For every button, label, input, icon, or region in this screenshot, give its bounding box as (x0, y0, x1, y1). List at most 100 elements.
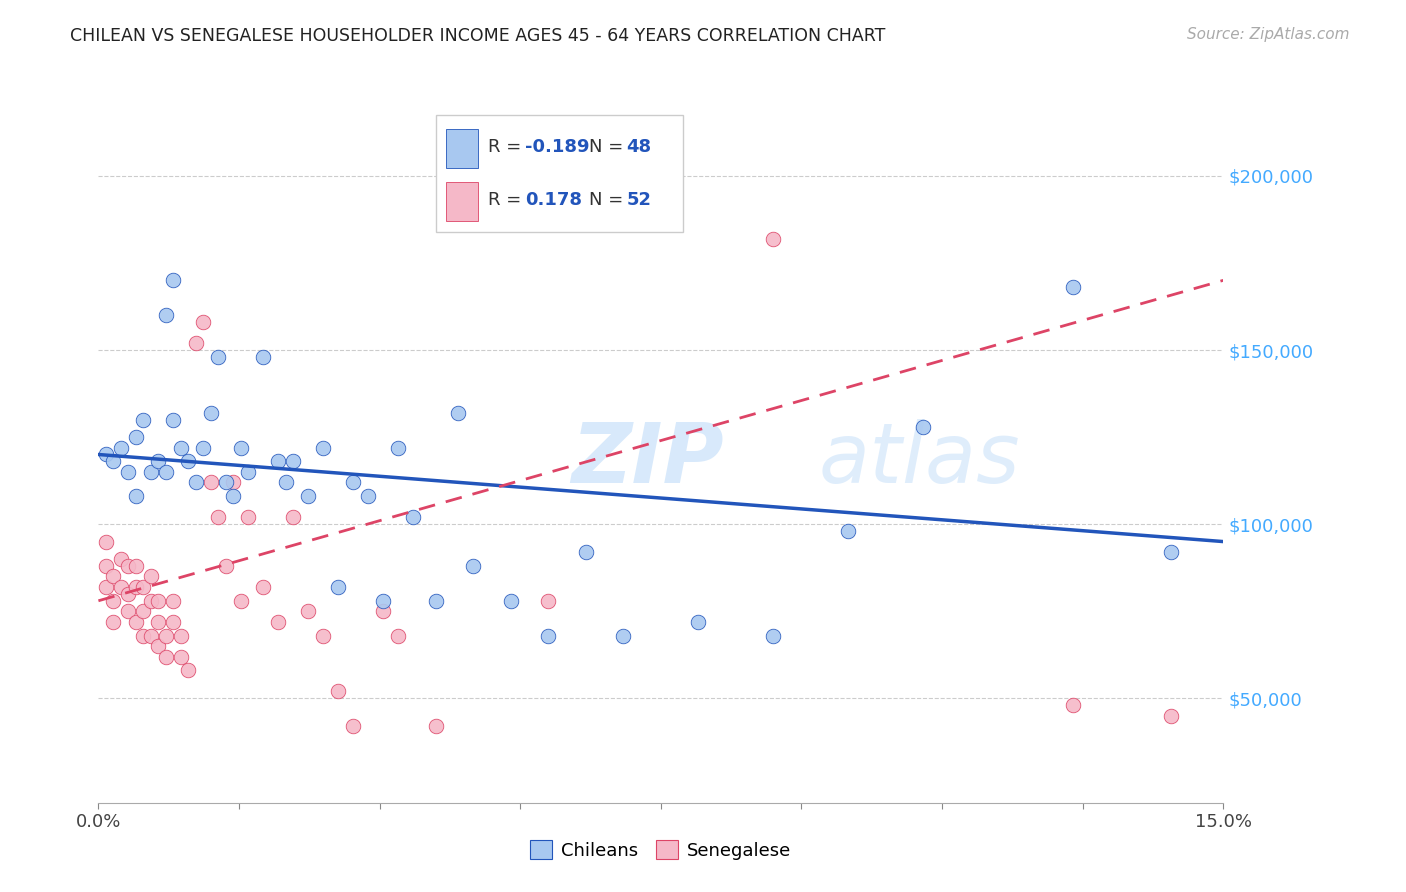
Point (373, 604, 395, 618)
Point (184, 336, 207, 351)
Point (139, 569, 162, 583)
Point (252, 580, 274, 594)
Point (463, 558, 485, 573)
Point (312, 441, 335, 455)
Point (267, 454, 290, 468)
Point (297, 489, 319, 503)
Point (132, 629, 155, 643)
Point (125, 489, 148, 503)
Point (328, 684, 350, 698)
Point (184, 475, 207, 490)
Point (94, 558, 117, 573)
Point (110, 580, 132, 594)
Point (229, 441, 252, 455)
Point (148, 639, 170, 653)
Point (312, 629, 335, 643)
Point (162, 412, 184, 426)
Point (155, 465, 177, 479)
Point (155, 308, 177, 322)
Point (139, 629, 162, 643)
Point (162, 615, 184, 629)
Point (170, 649, 193, 664)
Point (762, 629, 785, 643)
Point (387, 629, 409, 643)
Point (912, 419, 935, 434)
Text: atlas: atlas (818, 418, 1019, 500)
Point (117, 587, 139, 601)
Point (222, 489, 245, 503)
Point (283, 454, 305, 468)
Legend: Chileans, Senegalese: Chileans, Senegalese (523, 833, 799, 867)
Point (103, 569, 125, 583)
Point (238, 465, 260, 479)
Point (125, 580, 148, 594)
Point (132, 580, 155, 594)
Text: Source: ZipAtlas.com: Source: ZipAtlas.com (1187, 27, 1350, 42)
Point (103, 594, 125, 608)
Point (117, 558, 139, 573)
Point (125, 430, 148, 444)
Point (297, 604, 319, 618)
Point (837, 524, 859, 538)
Point (207, 350, 229, 364)
Point (148, 594, 170, 608)
Point (117, 465, 139, 479)
Point (373, 594, 395, 608)
Point (148, 454, 170, 468)
Point (132, 604, 155, 618)
Point (170, 441, 193, 455)
Point (170, 629, 193, 643)
Point (162, 273, 184, 287)
Point (1160, 708, 1182, 723)
Point (125, 558, 148, 573)
Point (387, 441, 409, 455)
Point (148, 615, 170, 629)
Point (200, 406, 222, 420)
Point (110, 441, 132, 455)
Text: CHILEAN VS SENEGALESE HOUSEHOLDER INCOME AGES 45 - 64 YEARS CORRELATION CHART: CHILEAN VS SENEGALESE HOUSEHOLDER INCOME… (70, 27, 886, 45)
Point (342, 475, 364, 490)
Point (177, 664, 200, 678)
Point (200, 475, 222, 490)
Point (125, 615, 148, 629)
Point (537, 594, 560, 608)
Point (238, 510, 260, 524)
Point (402, 510, 425, 524)
Point (103, 454, 125, 468)
Point (425, 719, 447, 733)
Point (762, 231, 785, 245)
Point (155, 649, 177, 664)
Point (139, 594, 162, 608)
Point (193, 441, 215, 455)
Point (94, 448, 117, 462)
Point (1160, 545, 1182, 559)
Point (215, 558, 238, 573)
Point (94, 534, 117, 549)
Point (215, 475, 238, 490)
Point (139, 465, 162, 479)
Point (425, 594, 447, 608)
Point (207, 510, 229, 524)
Point (110, 552, 132, 566)
Point (1062, 280, 1084, 294)
Point (252, 350, 274, 364)
Point (357, 489, 380, 503)
Point (274, 475, 297, 490)
Point (117, 604, 139, 618)
Point (177, 454, 200, 468)
Point (132, 412, 155, 426)
Point (229, 594, 252, 608)
Point (688, 615, 710, 629)
Point (499, 594, 522, 608)
Point (267, 615, 290, 629)
Point (575, 545, 598, 559)
Point (155, 629, 177, 643)
Text: ZIP: ZIP (571, 418, 724, 500)
Point (537, 629, 560, 643)
Point (94, 580, 117, 594)
Point (103, 615, 125, 629)
Point (222, 475, 245, 490)
Point (1062, 698, 1084, 713)
Point (447, 406, 470, 420)
Point (342, 719, 364, 733)
